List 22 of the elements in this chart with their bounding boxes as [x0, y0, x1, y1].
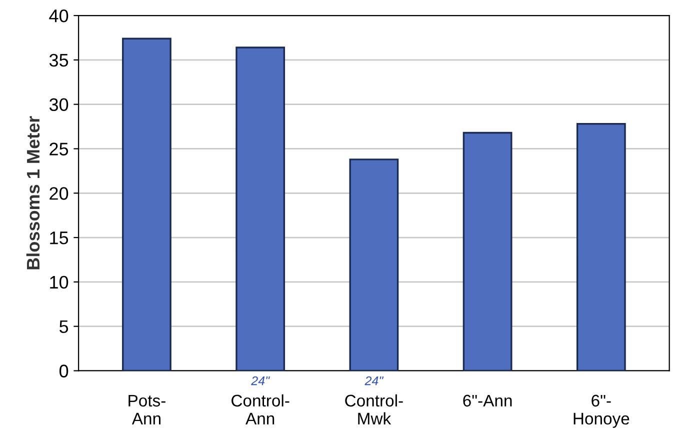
y-tick-label: 40 — [49, 9, 68, 22]
bar — [122, 38, 172, 371]
y-tick-label: 0 — [59, 364, 68, 378]
x-tick-label: Control- Ann — [232, 394, 290, 424]
y-tick-label: 25 — [50, 142, 68, 156]
bar — [349, 158, 399, 371]
y-tick-label: 10 — [50, 276, 68, 289]
x-tick-label: 6"- Honoye — [574, 394, 630, 428]
y-axis-title: Blossoms 1 Meter — [26, 116, 40, 270]
text: 24" — [251, 376, 270, 386]
y-tick-label: 5 — [60, 320, 68, 334]
y-tick-label: 30 — [49, 98, 68, 112]
x-tick-label: Pots- Ann — [128, 394, 166, 424]
x-tick-label: Control- Mwk — [345, 394, 403, 424]
bar — [576, 123, 626, 371]
bar — [236, 46, 286, 371]
text: 24" — [364, 376, 384, 386]
y-tick-label: 20 — [50, 187, 68, 200]
bar — [462, 132, 512, 371]
y-tick-label: 15 — [50, 232, 68, 244]
x-tick-label: 6"-Ann — [463, 394, 512, 407]
y-tick-label: 35 — [49, 54, 68, 67]
